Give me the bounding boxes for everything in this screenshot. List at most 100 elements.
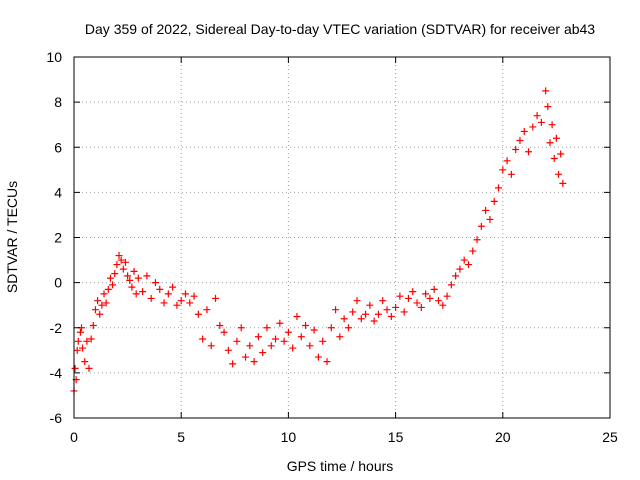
data-point [117, 256, 125, 264]
data-point [552, 134, 560, 142]
data-point [409, 288, 417, 296]
data-point [452, 272, 460, 280]
data-point [124, 272, 132, 280]
data-point [115, 252, 123, 260]
data-point [293, 312, 301, 320]
data-point [73, 346, 81, 354]
data-point [387, 312, 395, 320]
data-point [186, 299, 194, 307]
data-point [503, 157, 511, 165]
data-point [525, 148, 533, 156]
data-point [102, 299, 110, 307]
data-point [119, 265, 127, 273]
data-point [130, 267, 138, 275]
data-point [362, 310, 370, 318]
data-point [422, 290, 430, 298]
y-tick-label: 4 [54, 184, 62, 200]
data-point [379, 297, 387, 305]
data-point [259, 349, 267, 357]
y-tick-label: -4 [50, 365, 63, 381]
data-point [430, 285, 438, 293]
data-point [98, 301, 106, 309]
data-point [310, 326, 318, 334]
data-point [91, 306, 99, 314]
data-point [169, 283, 177, 291]
data-point [546, 139, 554, 147]
x-axis-label: GPS time / hours [287, 458, 394, 474]
data-point [83, 337, 91, 345]
data-point [516, 136, 524, 144]
data-point [132, 290, 140, 298]
data-point [216, 321, 224, 329]
data-point [413, 299, 421, 307]
data-point [323, 358, 331, 366]
data-point [332, 306, 340, 314]
x-tick-labels: 0 5 10 15 20 25 [70, 429, 618, 445]
data-point [220, 328, 228, 336]
data-point [207, 342, 215, 350]
data-point [336, 333, 344, 341]
data-point [94, 297, 102, 305]
data-point [533, 112, 541, 120]
data-point [383, 306, 391, 314]
x-tick-label: 20 [495, 429, 511, 445]
data-point [284, 328, 292, 336]
data-point [263, 324, 271, 332]
data-point [71, 364, 79, 372]
data-point [477, 222, 485, 230]
data-point [156, 285, 164, 293]
data-point [447, 281, 455, 289]
data-point [486, 215, 494, 223]
data-point [392, 303, 400, 311]
data-point [224, 346, 232, 354]
data-point [319, 337, 327, 345]
data-point [550, 155, 558, 163]
chart-title: Day 359 of 2022, Sidereal Day-to-day VTE… [85, 21, 595, 37]
data-point [104, 285, 112, 293]
data-point [177, 297, 185, 305]
x-tick-label: 5 [177, 429, 185, 445]
x-tick-label: 15 [388, 429, 404, 445]
data-point [520, 127, 528, 135]
data-point [79, 344, 87, 352]
data-point [366, 301, 374, 309]
y-tick-label: 8 [54, 94, 62, 110]
data-point [417, 303, 425, 311]
data-point [482, 206, 490, 214]
y-tick-label: 6 [54, 139, 62, 155]
data-point [173, 301, 181, 309]
data-point [181, 290, 189, 298]
data-point [443, 292, 451, 300]
data-point [237, 324, 245, 332]
data-point [74, 337, 82, 345]
data-point [289, 344, 297, 352]
data-point [557, 150, 565, 158]
data-point [96, 310, 104, 318]
data-point [555, 170, 563, 178]
data-point [426, 294, 434, 302]
data-point [314, 353, 322, 361]
data-point [400, 308, 408, 316]
data-point [306, 342, 314, 350]
data-point [199, 335, 207, 343]
data-point [507, 170, 515, 178]
data-point [76, 328, 84, 336]
data-point [100, 290, 108, 298]
data-point [254, 333, 262, 341]
data-point [495, 184, 503, 192]
data-point [559, 179, 567, 187]
y-tick-label: -6 [50, 410, 63, 426]
data-point [344, 324, 352, 332]
data-point [327, 324, 335, 332]
data-point [85, 364, 93, 372]
data-point [139, 288, 147, 296]
y-axis-label: SDTVAR / TECUs [4, 181, 20, 293]
data-point [229, 360, 237, 368]
data-point [473, 236, 481, 244]
axis-ticks [73, 56, 611, 419]
data-point [302, 321, 310, 329]
data-point [190, 292, 198, 300]
data-point [548, 121, 556, 129]
data-point [87, 335, 95, 343]
